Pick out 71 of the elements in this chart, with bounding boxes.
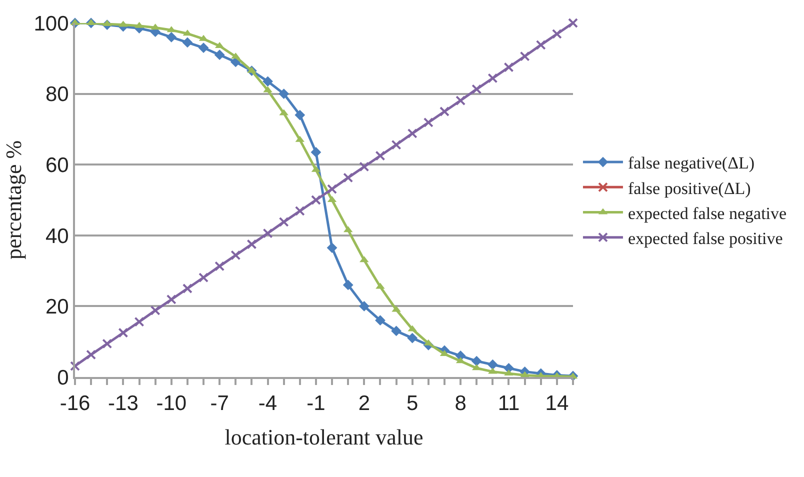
point	[310, 147, 322, 158]
point	[278, 88, 290, 99]
point	[86, 350, 96, 360]
point	[198, 272, 209, 283]
point	[391, 140, 402, 150]
y-tick-label: 60	[45, 154, 69, 177]
point	[294, 110, 306, 120]
point	[230, 250, 241, 260]
point	[310, 195, 321, 205]
y-tick-label: 100	[34, 12, 69, 36]
point	[246, 239, 257, 250]
x-tick-label: -7	[210, 392, 229, 416]
point	[166, 294, 176, 304]
point	[166, 32, 177, 42]
point	[182, 37, 193, 48]
x-tick-label: -13	[108, 392, 138, 416]
point	[471, 356, 482, 366]
point	[359, 162, 370, 172]
point	[326, 242, 338, 253]
point	[423, 117, 434, 128]
point	[568, 18, 578, 28]
point	[150, 305, 160, 316]
legend-label: false positive(ΔL)	[628, 178, 751, 198]
point	[536, 40, 546, 50]
x-tick-label: -10	[156, 392, 187, 416]
point	[504, 62, 514, 72]
point	[342, 280, 354, 290]
point	[487, 359, 498, 370]
point	[327, 184, 338, 194]
y-tick-label: 80	[45, 83, 69, 106]
point	[182, 284, 192, 294]
point	[488, 73, 498, 84]
x-tick-label: -4	[258, 392, 278, 416]
point	[118, 328, 128, 338]
point	[102, 338, 112, 349]
point	[407, 128, 418, 138]
y-tick-label: 40	[45, 224, 69, 248]
x-tick-label: 11	[498, 392, 520, 416]
point	[439, 106, 450, 116]
point	[375, 150, 386, 161]
point	[294, 206, 305, 216]
point	[391, 326, 402, 336]
x-axis-title: location-tolerant value	[224, 424, 424, 450]
point	[375, 315, 386, 326]
x-tick-label: 5	[406, 392, 418, 416]
x-tick-label: 8	[454, 392, 466, 416]
point	[214, 50, 225, 60]
y-tick-label: 20	[45, 296, 69, 319]
point	[134, 316, 144, 327]
point	[278, 216, 289, 227]
point	[262, 228, 273, 238]
point	[552, 28, 562, 39]
point	[407, 332, 418, 344]
point	[358, 301, 370, 312]
legend-label: false negative(ΔL)	[628, 154, 755, 173]
y-tick-label: 0	[57, 366, 69, 390]
point	[214, 261, 225, 272]
legend-label: expected false negative	[628, 204, 787, 223]
point	[70, 361, 80, 372]
point	[520, 51, 530, 62]
point	[262, 76, 273, 87]
point	[456, 96, 466, 106]
point	[198, 42, 209, 53]
x-tick-label: -1	[306, 392, 326, 416]
x-tick-label: 2	[358, 392, 370, 416]
point	[343, 172, 354, 183]
x-tick-label: 14	[545, 392, 569, 416]
y-axis-title: percentage %	[1, 140, 26, 260]
legend-label: expected false positive	[628, 228, 783, 248]
point	[472, 84, 482, 94]
x-tick-label: -16	[60, 392, 90, 416]
